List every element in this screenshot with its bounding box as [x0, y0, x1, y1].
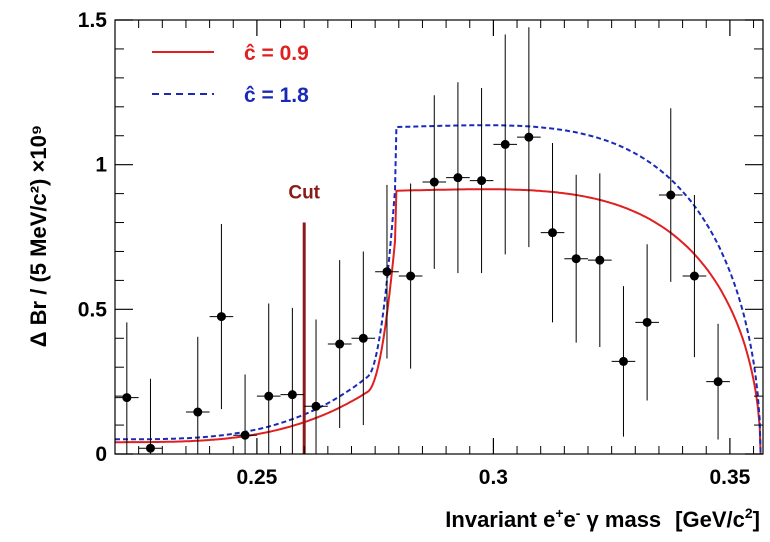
data-point: [209, 223, 234, 410]
legend-label-2: ĉ = 1.8: [244, 84, 309, 107]
point-marker: [524, 132, 534, 142]
data-point: [540, 142, 565, 323]
data-point: [493, 34, 518, 255]
x-axis-label: Invariant e+e- γ mass [GeV/c2]: [445, 505, 760, 532]
data-point: [327, 260, 352, 428]
point-marker: [193, 407, 203, 417]
data-point: [564, 174, 588, 343]
point-marker: [122, 393, 132, 403]
data-point: [256, 303, 281, 454]
y-tick-label: 0: [95, 443, 107, 466]
point-marker: [216, 312, 226, 322]
data-point: [517, 27, 541, 248]
data-point: [635, 244, 659, 401]
point-marker: [477, 176, 487, 186]
point-marker: [500, 139, 510, 149]
point-marker: [713, 377, 723, 387]
data-point: [587, 173, 612, 347]
point-marker: [642, 317, 652, 327]
data-point: [469, 87, 494, 274]
data-point: [304, 319, 328, 454]
point-marker: [548, 228, 558, 238]
point-marker: [335, 339, 345, 349]
x-tick-label: 0.3: [479, 466, 508, 489]
point-marker: [382, 267, 392, 277]
x-tick-label: 0.25: [236, 466, 277, 489]
point-marker: [666, 190, 676, 200]
data-point: [446, 82, 470, 274]
data-point: [280, 307, 305, 454]
data-point: [706, 323, 730, 440]
data-point: [351, 251, 376, 426]
data-point: [233, 374, 257, 454]
data-point: [611, 286, 636, 437]
data-point: [115, 322, 139, 454]
y-axis-label: Δ Br / (5 MeV/c²) ×10⁹: [26, 125, 51, 348]
y-tick-label: 1: [95, 154, 107, 177]
data-point: [682, 195, 707, 358]
point-marker: [240, 430, 250, 440]
y-tick-label: 1.5: [78, 9, 108, 32]
data-point: [138, 378, 163, 454]
data-point: [422, 95, 447, 269]
point-marker: [453, 173, 463, 183]
point-marker: [429, 177, 439, 187]
x-tick-label: 0.35: [709, 466, 750, 489]
point-marker: [287, 390, 297, 400]
y-tick-label: 0.5: [78, 298, 108, 321]
point-marker: [689, 271, 699, 281]
data-point: [398, 183, 423, 369]
data-point: [375, 184, 399, 359]
plot-frame: [114, 19, 764, 455]
series-1-curve: [115, 188, 762, 454]
point-marker: [264, 391, 274, 401]
point-marker: [145, 443, 155, 453]
point-marker: [618, 356, 628, 366]
point-marker: [571, 254, 581, 264]
series-2-curve: [115, 124, 762, 454]
data-point: [185, 336, 210, 454]
point-marker: [595, 255, 605, 265]
point-marker: [311, 401, 321, 411]
legend-label-1: ĉ = 0.9: [244, 42, 309, 65]
point-marker: [406, 271, 416, 281]
cut-label: Cut: [288, 183, 320, 204]
data-point: [658, 108, 683, 282]
point-marker: [358, 333, 368, 343]
